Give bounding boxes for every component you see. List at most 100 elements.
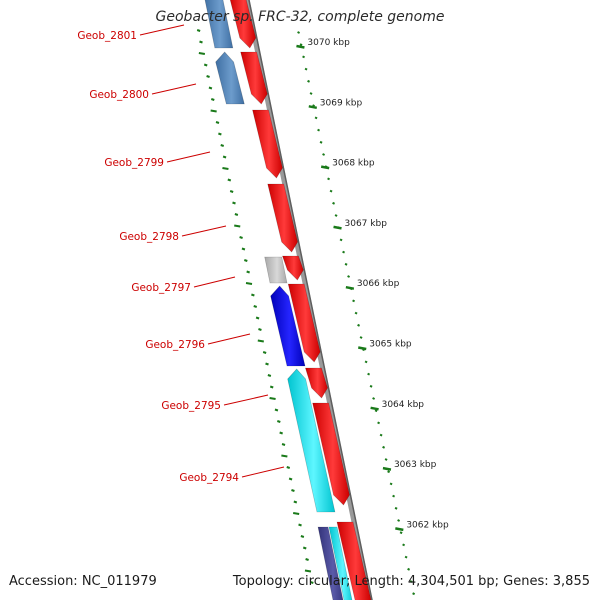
outer-scale-tick	[332, 201, 336, 205]
forward-orf-block[interactable]	[267, 183, 298, 253]
kbp-tick-label: 3069 kbp	[320, 98, 363, 108]
gene-label-leader	[181, 225, 227, 237]
gene-label[interactable]: Geob_2798	[119, 231, 179, 243]
gene-label[interactable]: Geob_2796	[145, 339, 205, 351]
forward-orf-block[interactable]	[240, 51, 268, 105]
inner-scale-tick	[246, 270, 250, 274]
outer-scale-tick	[317, 128, 321, 132]
inner-scale-tick	[269, 385, 274, 389]
outer-scale-tick	[369, 384, 373, 388]
kbp-major-tick	[333, 225, 342, 230]
inner-scale-tick	[298, 523, 302, 527]
inner-scale-tick	[276, 420, 281, 423]
inner-scale-tick	[199, 40, 203, 44]
gene-label[interactable]: Geob_2795	[161, 400, 221, 412]
inner-scale-tick	[293, 500, 298, 504]
inner-scale-tick	[286, 466, 291, 469]
outer-scale-tick	[297, 31, 301, 34]
kbp-tick-label: 3064 kbp	[382, 400, 425, 410]
outer-scale-tick	[377, 421, 381, 425]
outer-scale-tick	[387, 470, 391, 474]
outer-scale-tick	[354, 311, 358, 315]
inner-scale-tick	[267, 374, 272, 377]
inner-scale-tick	[293, 512, 300, 515]
gene-label[interactable]: Geob_2797	[131, 282, 191, 294]
backbone-shadow	[248, 0, 373, 600]
inner-scale-tick	[208, 86, 213, 90]
accession-text: Accession: NC_011979	[9, 574, 157, 589]
gene-label-leader	[151, 83, 197, 95]
kbp-major-tick	[296, 44, 305, 49]
gene-label[interactable]: Geob_2799	[104, 157, 164, 169]
gene-Geob_2800-feature[interactable]	[215, 51, 245, 105]
kbp-major-tick	[308, 105, 318, 110]
outer-scale-tick	[364, 360, 368, 364]
inner-scale-tick	[304, 569, 312, 573]
outer-scale-tick	[372, 397, 376, 400]
kbp-tick-label: 3065 kbp	[369, 340, 412, 350]
kbp-major-tick	[358, 346, 367, 351]
outer-scale-tick	[367, 372, 371, 376]
gene-Geob_2801-feature[interactable]	[204, 0, 234, 49]
forward-orf-block[interactable]	[282, 255, 304, 281]
inner-scale-tick	[241, 247, 246, 251]
forward-orf-block[interactable]	[305, 367, 328, 399]
forward-orf-block[interactable]	[336, 521, 372, 600]
inner-scale-tick	[279, 431, 283, 435]
forward-orf-block[interactable]	[287, 283, 321, 363]
inner-scale-tick	[258, 328, 262, 331]
gene-label-leader	[193, 276, 236, 288]
inner-scale-tick	[203, 63, 208, 67]
outer-scale-tick	[407, 567, 411, 571]
neighbour-feature[interactable]	[317, 526, 345, 600]
outer-scale-tick	[359, 336, 363, 339]
kbp-tick-label: 3063 kbp	[394, 460, 437, 470]
forward-orf-block[interactable]	[252, 109, 283, 179]
outer-scale-tick	[404, 555, 408, 559]
inner-scale-tick	[281, 443, 286, 446]
inner-scale-tick	[206, 75, 210, 78]
outer-scale-tick	[399, 531, 403, 535]
gene-Geob_2797-feature[interactable]	[264, 256, 288, 284]
outer-scale-tick	[394, 506, 398, 510]
neighbour-feature[interactable]	[328, 526, 354, 600]
kbp-major-tick	[345, 285, 355, 290]
kbp-tick-label: 3068 kbp	[332, 159, 375, 169]
outer-scale-tick	[374, 409, 378, 413]
inner-scale-tick	[305, 558, 309, 561]
inner-scale-tick	[232, 201, 236, 205]
gene-label[interactable]: Geob_2801	[77, 30, 137, 42]
gene-label-leader	[207, 333, 251, 345]
gene-Geob_2795-feature[interactable]	[287, 368, 336, 513]
inner-scale-tick	[222, 155, 227, 159]
outer-scale-tick	[322, 153, 326, 156]
kbp-tick-label: 3066 kbp	[357, 279, 400, 289]
gene-label[interactable]: Geob_2800	[89, 89, 149, 101]
forward-orf-block[interactable]	[229, 0, 257, 49]
inner-scale-tick	[229, 190, 234, 193]
outer-scale-tick	[402, 543, 406, 547]
outer-scale-tick	[299, 43, 303, 47]
kbp-tick-label: 3062 kbp	[406, 520, 449, 530]
inner-scale-tick	[309, 581, 314, 584]
inner-scale-tick	[196, 29, 201, 32]
outer-scale-tick	[339, 238, 343, 242]
outer-scale-tick	[327, 177, 331, 181]
inner-scale-tick	[288, 477, 293, 481]
outer-scale-tick	[347, 275, 351, 278]
forward-orf-block[interactable]	[312, 402, 350, 506]
kbp-major-tick	[395, 527, 404, 532]
gene-label[interactable]: Geob_2794	[179, 472, 239, 484]
outer-scale-tick	[304, 67, 308, 71]
inner-scale-tick	[198, 52, 206, 55]
gene-Geob_2796-feature[interactable]	[270, 285, 306, 367]
outer-scale-tick	[342, 250, 346, 254]
outer-scale-tick	[384, 458, 388, 461]
inner-scale-tick	[255, 316, 260, 320]
kbp-major-tick	[320, 165, 330, 170]
inner-scale-tick	[215, 121, 220, 124]
inner-scale-tick	[265, 362, 269, 366]
inner-scale-tick	[251, 293, 255, 297]
outer-scale-tick	[344, 262, 348, 266]
